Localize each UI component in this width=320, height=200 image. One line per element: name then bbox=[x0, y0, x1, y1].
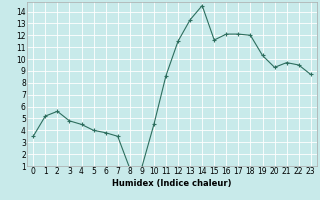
X-axis label: Humidex (Indice chaleur): Humidex (Indice chaleur) bbox=[112, 179, 232, 188]
